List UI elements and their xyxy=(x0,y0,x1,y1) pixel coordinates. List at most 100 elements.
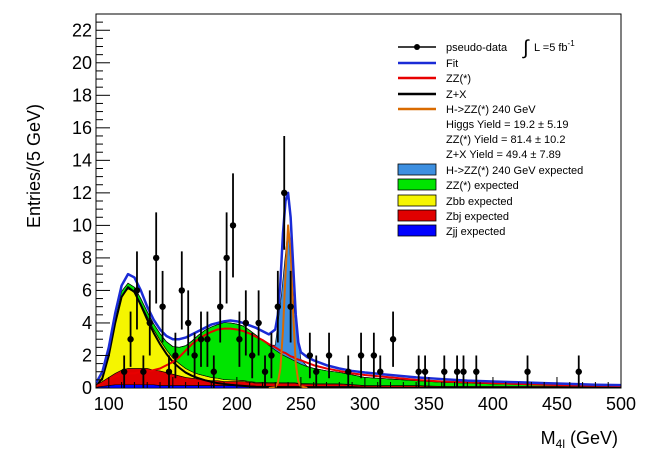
legend-label-fit: Fit xyxy=(446,58,458,70)
data-point xyxy=(441,355,448,388)
legend-lumi-integral: ∫ xyxy=(522,37,530,59)
data-marker xyxy=(313,368,320,375)
data-point xyxy=(524,355,531,388)
data-marker xyxy=(152,254,160,262)
x-axis-label-sub: 4l xyxy=(556,437,565,451)
legend-zz-yield: ZZ(*) Yield = 81.4 ± 10.2 xyxy=(446,134,565,146)
legend-zx-yield: Z+X Yield = 49.4 ± 7.89 xyxy=(446,149,561,161)
data-point xyxy=(370,332,378,379)
x-tick-label: 200 xyxy=(222,394,252,414)
y-tick-label: 4 xyxy=(82,313,92,333)
data-point xyxy=(133,251,141,330)
data-marker xyxy=(421,368,429,375)
data-marker xyxy=(204,336,211,343)
curve-zz_curve xyxy=(96,327,621,388)
data-marker xyxy=(146,319,153,327)
legend-label-higgs-expected: H->ZZ(*) 240 GeV expected xyxy=(446,165,583,177)
data-point xyxy=(223,212,230,304)
data-point xyxy=(152,212,160,304)
data-point xyxy=(261,355,269,388)
legend-label-zx: Z+X xyxy=(446,89,467,101)
data-point xyxy=(274,270,282,343)
legend-label-zz-expected: ZZ(*) expected xyxy=(446,180,519,192)
y-tick-label: 10 xyxy=(72,215,92,235)
data-marker xyxy=(133,287,141,294)
data-point xyxy=(473,355,480,388)
y-tick-label: 14 xyxy=(72,150,92,170)
plot-frame xyxy=(95,13,622,389)
legend-label-zz: ZZ(*) xyxy=(446,73,471,85)
data-point xyxy=(255,290,262,356)
data-point xyxy=(325,332,333,379)
data-marker xyxy=(236,336,243,343)
curve-higgs_curve xyxy=(268,224,308,388)
axes: 100 150 200 250 300 350 400 450 500 0 2 4 6 8 10 12 14 16… xyxy=(72,20,636,414)
data-marker xyxy=(357,352,365,359)
data-point xyxy=(217,270,224,343)
data-marker xyxy=(165,368,173,375)
data-marker xyxy=(287,303,294,310)
data-marker xyxy=(306,352,314,359)
data-point xyxy=(389,311,397,367)
data-point xyxy=(210,355,218,388)
data-point xyxy=(287,270,294,343)
y-tick-label: 8 xyxy=(82,248,92,268)
x-axis-label-unit: (GeV) xyxy=(565,428,618,448)
y-tick-label: 6 xyxy=(82,280,92,300)
legend-marker-pseudo-data xyxy=(414,44,420,50)
data-point xyxy=(249,332,256,379)
data-point xyxy=(377,355,384,388)
legend-higgs-yield: Higgs Yield = 19.2 ± 5.19 xyxy=(446,119,569,131)
data-marker xyxy=(217,303,224,310)
data-point xyxy=(415,355,422,388)
y-axis-label: Entries/(5 GeV) xyxy=(24,104,44,228)
data-marker xyxy=(172,352,179,359)
data-marker xyxy=(127,336,134,343)
x-tick-label: 300 xyxy=(350,394,380,414)
data-point xyxy=(178,251,185,330)
data-marker xyxy=(345,368,352,375)
data-marker xyxy=(178,287,185,294)
data-point xyxy=(120,355,128,388)
y-tick-label: 20 xyxy=(72,53,92,73)
x-tick-label: 500 xyxy=(606,394,636,414)
data-point xyxy=(313,355,320,388)
data-point xyxy=(229,173,237,278)
data-marker xyxy=(268,352,275,359)
data-marker xyxy=(377,368,384,375)
curve-fit xyxy=(96,191,621,387)
legend-lumi-exponent: -1 xyxy=(568,39,576,48)
legend-swatch-zjj-expected xyxy=(397,224,437,237)
x-axis-label-main: M xyxy=(541,428,556,448)
data-marker xyxy=(370,352,378,359)
y-tick-label: 0 xyxy=(82,378,92,398)
data-point xyxy=(575,355,582,388)
x-tick-label: 150 xyxy=(158,394,188,414)
x-axis-label: M4l (GeV) xyxy=(541,428,618,451)
legend-label-zbb-expected: Zbb expected xyxy=(446,196,513,208)
data-point xyxy=(146,290,153,356)
data-marker xyxy=(255,319,262,327)
data-marker xyxy=(249,352,256,359)
legend-lumi: L =5 fb-1 xyxy=(534,39,575,54)
data-marker xyxy=(120,368,128,375)
data-marker xyxy=(184,319,192,327)
data-marker xyxy=(473,368,480,375)
legend: pseudo-data ∫ L =5 fb-1 Fit ZZ(*) Z+X H-… xyxy=(397,37,583,238)
legend-swatch-zz-expected xyxy=(397,178,437,191)
data-marker xyxy=(274,303,282,310)
data-point xyxy=(460,355,467,388)
legend-label-zjj-expected: Zjj expected xyxy=(446,226,505,238)
y-tick-label: 16 xyxy=(72,118,92,138)
legend-swatch-higgs-expected xyxy=(397,163,437,176)
data-point xyxy=(236,311,243,367)
data-marker xyxy=(197,336,205,343)
x-tick-label: 250 xyxy=(286,394,316,414)
legend-label-higgs-curve: H->ZZ(*) 240 GeV xyxy=(446,104,536,116)
data-marker xyxy=(242,319,250,327)
data-marker xyxy=(415,368,422,375)
x-tick-label: 450 xyxy=(542,394,572,414)
y-tick-label: 12 xyxy=(72,183,92,203)
y-tick-label: 2 xyxy=(82,345,92,365)
data-marker xyxy=(159,303,166,310)
